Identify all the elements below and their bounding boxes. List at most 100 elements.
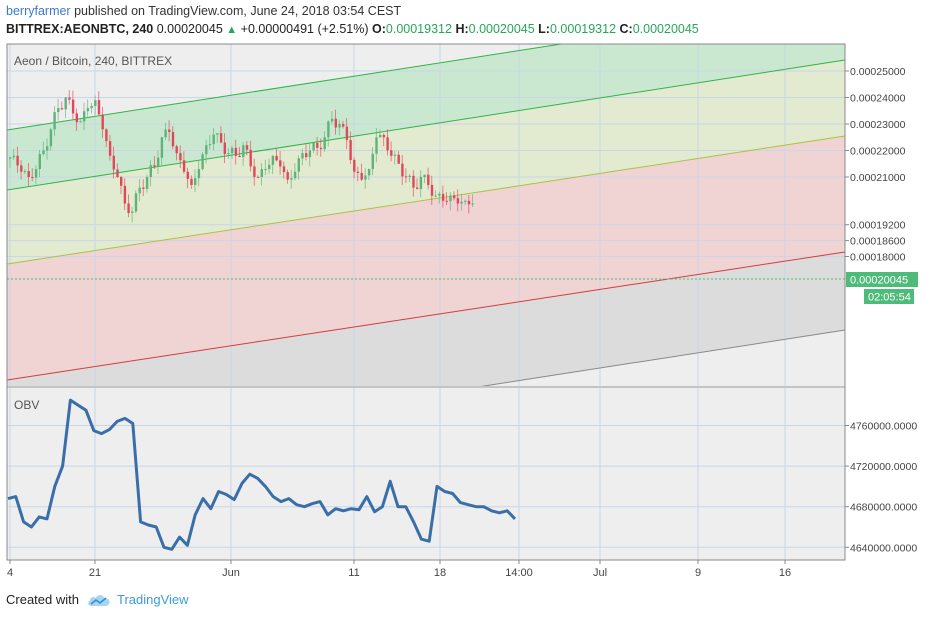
candle-body (334, 118, 337, 128)
chart-area[interactable]: Aeon / Bitcoin, 240, BITTREX OBV 0.00025… (0, 40, 932, 582)
candle-body (194, 178, 197, 185)
price-change: +0.00000491 (+2.51%) (240, 22, 369, 36)
candle-body (464, 200, 467, 202)
candle-body (27, 171, 30, 177)
candle-body (223, 142, 226, 155)
price-axis-label: 0.00019200 (850, 220, 906, 232)
last-price-tag: 0.00020045 (846, 272, 918, 287)
candle-body (83, 111, 86, 122)
candle-body (164, 129, 167, 138)
channel-zone-gray (7, 252, 845, 386)
candle-body (127, 203, 130, 214)
price-axis-label: 0.00022000 (850, 146, 906, 158)
time-axis-label: 16 (779, 567, 791, 579)
candle-body (90, 106, 93, 109)
close-label: C: (619, 22, 633, 36)
candle-body (53, 112, 56, 130)
candle-body (460, 201, 463, 204)
channel-zone-yellow (7, 60, 845, 264)
price-axis-label: 0.00025000 (850, 66, 906, 78)
obv-pane[interactable]: OBV (7, 388, 845, 560)
candle-body (312, 143, 315, 151)
candle-body (175, 146, 178, 154)
last-price: 0.00020045 (156, 22, 223, 36)
time-axis[interactable]: 4 21 Jun 11 18 14:00 Jul 9 16 (7, 560, 791, 579)
candle-body (386, 137, 389, 151)
time-axis-label: 21 (89, 567, 101, 579)
candle-body (297, 158, 300, 172)
candle-body (71, 99, 75, 114)
obv-axis-label: 4720000.0000 (850, 461, 917, 473)
price-axis-label: 0.00023000 (850, 119, 906, 131)
candle-body (216, 133, 219, 135)
price-grid (7, 44, 845, 386)
channel-line-bottom (480, 329, 845, 386)
candle-body (345, 126, 349, 140)
time-axis-label: Jul (593, 567, 607, 579)
candle-body (234, 147, 238, 156)
tradingview-link[interactable]: TradingView (116, 592, 189, 607)
candle-body (253, 166, 256, 177)
candles (9, 90, 474, 223)
candle-body (75, 113, 78, 123)
candle-body (438, 193, 441, 196)
candle-body (441, 193, 445, 201)
candle-body (367, 169, 371, 176)
candle-body (57, 108, 60, 113)
candle-body (190, 178, 193, 185)
candle-body (46, 146, 49, 151)
candle-body (245, 145, 249, 150)
publish-text: published on TradingView.com, June 24, 2… (74, 4, 402, 18)
obv-axis[interactable]: 4760000.0000 4720000.0000 4680000.0000 4640… (845, 421, 917, 555)
candle-body (97, 100, 101, 115)
candle-body (416, 187, 419, 189)
candle-body (79, 121, 82, 123)
candle-body (290, 178, 293, 180)
candle-body (227, 153, 230, 155)
candle-body (371, 153, 374, 170)
candle-body (393, 154, 397, 156)
candle-body (38, 154, 41, 170)
candle-body (423, 174, 426, 177)
candle-body (260, 169, 263, 177)
candle-body (342, 124, 345, 127)
candle-body (86, 108, 90, 112)
candle-body (205, 145, 208, 155)
obv-pane-background (7, 388, 845, 560)
candle-body (401, 163, 404, 177)
time-axis-label: 4 (7, 567, 13, 579)
price-axis-label: 0.00021000 (850, 172, 906, 184)
candle-body (142, 187, 145, 189)
created-with-text: Created with (6, 592, 79, 607)
price-axis[interactable]: 0.00025000 0.00024000 0.00023000 0.00022000… (845, 66, 906, 264)
price-pane-title: Aeon / Bitcoin, 240, BITTREX (14, 54, 172, 68)
chart-border (6, 43, 846, 561)
candle-body (182, 160, 186, 172)
candle-body (101, 114, 104, 130)
channel-line-lower (7, 251, 845, 381)
candle-body (327, 121, 330, 138)
price-axis-label: 0.00024000 (850, 93, 906, 105)
candle-body (201, 154, 204, 170)
candle-body (64, 97, 67, 110)
candle-body (138, 187, 141, 194)
candle-body (286, 172, 289, 180)
obv-axis-label: 4760000.0000 (850, 421, 917, 433)
author-link[interactable]: berryfarmer (6, 4, 71, 18)
countdown-tag-text: 02:05:54 (868, 292, 911, 304)
candle-body (112, 155, 115, 170)
obv-axis-label: 4680000.0000 (850, 502, 917, 514)
last-price-tag-text: 0.00020045 (850, 275, 908, 287)
candle-body (264, 169, 267, 171)
symbol-label: BITTREX:AEONBTC, 240 (6, 22, 154, 36)
candle-body (338, 124, 341, 128)
candle-body (279, 160, 282, 167)
candle-body (360, 172, 363, 180)
time-axis-label: Jun (222, 567, 240, 579)
candle-body (186, 171, 189, 179)
candle-body (427, 174, 430, 185)
candle-body (316, 143, 319, 148)
candle-body (256, 176, 260, 178)
candle-body (275, 155, 278, 161)
price-pane[interactable]: Aeon / Bitcoin, 240, BITTREX (7, 40, 845, 460)
